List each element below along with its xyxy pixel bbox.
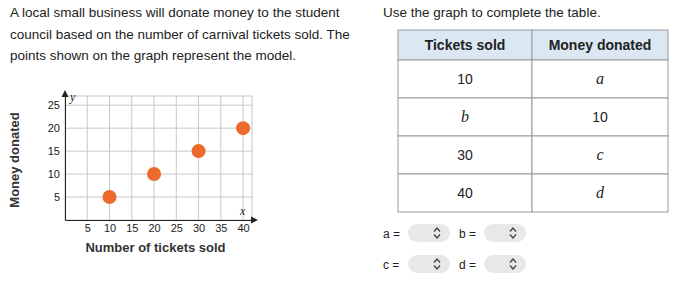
answer-label: a =: [383, 227, 400, 241]
x-axis-arrow: [251, 217, 258, 224]
x-axis-symbol: x: [239, 204, 246, 218]
table: Tickets sold Money donated 10 a b 10 30 c 40 d: [398, 30, 668, 212]
points: [103, 121, 251, 204]
y-axis-arrow: [62, 90, 69, 97]
x-tick-label: 25: [171, 222, 183, 234]
y-tick: 20: [48, 122, 65, 134]
variable-cell-text: a: [596, 70, 604, 87]
x-tick: 30: [193, 220, 205, 234]
header-cell: [398, 30, 532, 60]
y-tick-label: 5: [54, 191, 60, 203]
answer-label: c =: [383, 258, 399, 272]
grid-line: [65, 128, 252, 129]
variable-cell-text: d: [596, 184, 605, 201]
x-tick: 25: [171, 220, 183, 234]
point: [236, 121, 250, 135]
x-tick-label: 10: [104, 222, 116, 234]
cell-text: 10: [457, 71, 473, 87]
instruction: Use the graph to complete the table.: [383, 5, 601, 20]
y-tick-label: 25: [48, 99, 60, 111]
cell: [532, 98, 668, 136]
header-text: Money donated: [549, 37, 652, 53]
variable-cell-text: b: [461, 108, 469, 125]
cell-text: 10: [592, 109, 608, 125]
x-tick: 15: [126, 220, 138, 234]
point: [192, 144, 206, 158]
x-tick: 40: [237, 220, 249, 234]
chart: 5 10 15 20 25 30 35 40 5 10 15 20 25 x y Number of tick…: [7, 90, 258, 255]
page: A local small business will donate money…: [0, 0, 694, 306]
y-tick: 10: [48, 168, 65, 180]
header-cell: [532, 30, 668, 60]
x-tick-label: 5: [85, 222, 91, 234]
dropdown-box[interactable]: [408, 255, 450, 273]
cell: [398, 174, 532, 212]
cell: [398, 136, 532, 174]
x-tick: 5: [85, 220, 91, 234]
dropdown-chevron[interactable]: [510, 259, 516, 269]
y-tick: 5: [54, 191, 65, 203]
answers: a = b = c = d =: [383, 224, 526, 273]
y-tick-label: 10: [48, 168, 60, 180]
y-axis-line: [65, 97, 66, 221]
dropdown-box[interactable]: [408, 224, 450, 242]
x-tick-label: 15: [126, 222, 138, 234]
grid-line: [65, 151, 252, 152]
dropdown-box[interactable]: [484, 224, 526, 242]
answer-dropdown[interactable]: [484, 224, 526, 242]
dropdown-box[interactable]: [484, 255, 526, 273]
cell: [532, 174, 668, 212]
dropdown-chevron[interactable]: [434, 228, 440, 238]
x-axis-title: Number of tickets sold: [85, 240, 225, 255]
point: [147, 167, 161, 181]
answer-label: b =: [459, 227, 476, 241]
x-axis: 5 10 15 20 25 30 35 40: [66, 220, 253, 234]
grid-line: [87, 96, 88, 220]
x-tick-label: 30: [193, 222, 205, 234]
cell-text: 40: [457, 185, 473, 201]
cell-text: 30: [457, 147, 473, 163]
x-tick-label: 35: [215, 222, 227, 234]
intro-line: points shown on the graph represent the …: [10, 48, 296, 63]
answer-dropdown[interactable]: [408, 224, 450, 242]
answer-label: d =: [459, 258, 476, 272]
x-tick: 10: [104, 220, 116, 234]
plot-frame: [65, 96, 252, 220]
point: [103, 190, 117, 204]
cell: [532, 136, 668, 174]
grid-line: [65, 197, 252, 198]
grid-line: [243, 96, 244, 220]
cell: [532, 60, 668, 98]
x-tick: 20: [148, 220, 160, 234]
grid-line: [65, 105, 252, 106]
y-tick: 15: [48, 145, 65, 157]
answer-dropdown[interactable]: [408, 255, 450, 273]
intro-line: A local small business will donate money…: [10, 5, 340, 20]
grid-line: [176, 96, 177, 220]
answer-dropdown[interactable]: [484, 255, 526, 273]
y-axis-symbol: y: [69, 90, 76, 104]
intro-line: council based on the number of carnival …: [10, 27, 350, 42]
y-axis: 5 10 15 20 25: [48, 97, 66, 221]
dropdown-chevron[interactable]: [434, 259, 440, 269]
y-tick: 25: [48, 99, 65, 111]
grid-line: [131, 96, 132, 220]
dropdown-chevron[interactable]: [510, 228, 516, 238]
x-tick-label: 20: [148, 222, 160, 234]
cell: [398, 60, 532, 98]
y-tick-label: 15: [48, 145, 60, 157]
x-tick-label: 40: [237, 222, 249, 234]
cell: [398, 98, 532, 136]
grid-line: [220, 96, 221, 220]
header-text: Tickets sold: [425, 37, 506, 53]
variable-cell-text: c: [596, 146, 603, 163]
x-tick: 35: [215, 220, 227, 234]
grid: [65, 96, 252, 220]
y-axis-title: Money donated: [7, 112, 22, 207]
y-tick-label: 20: [48, 122, 60, 134]
grid-line: [154, 96, 155, 220]
